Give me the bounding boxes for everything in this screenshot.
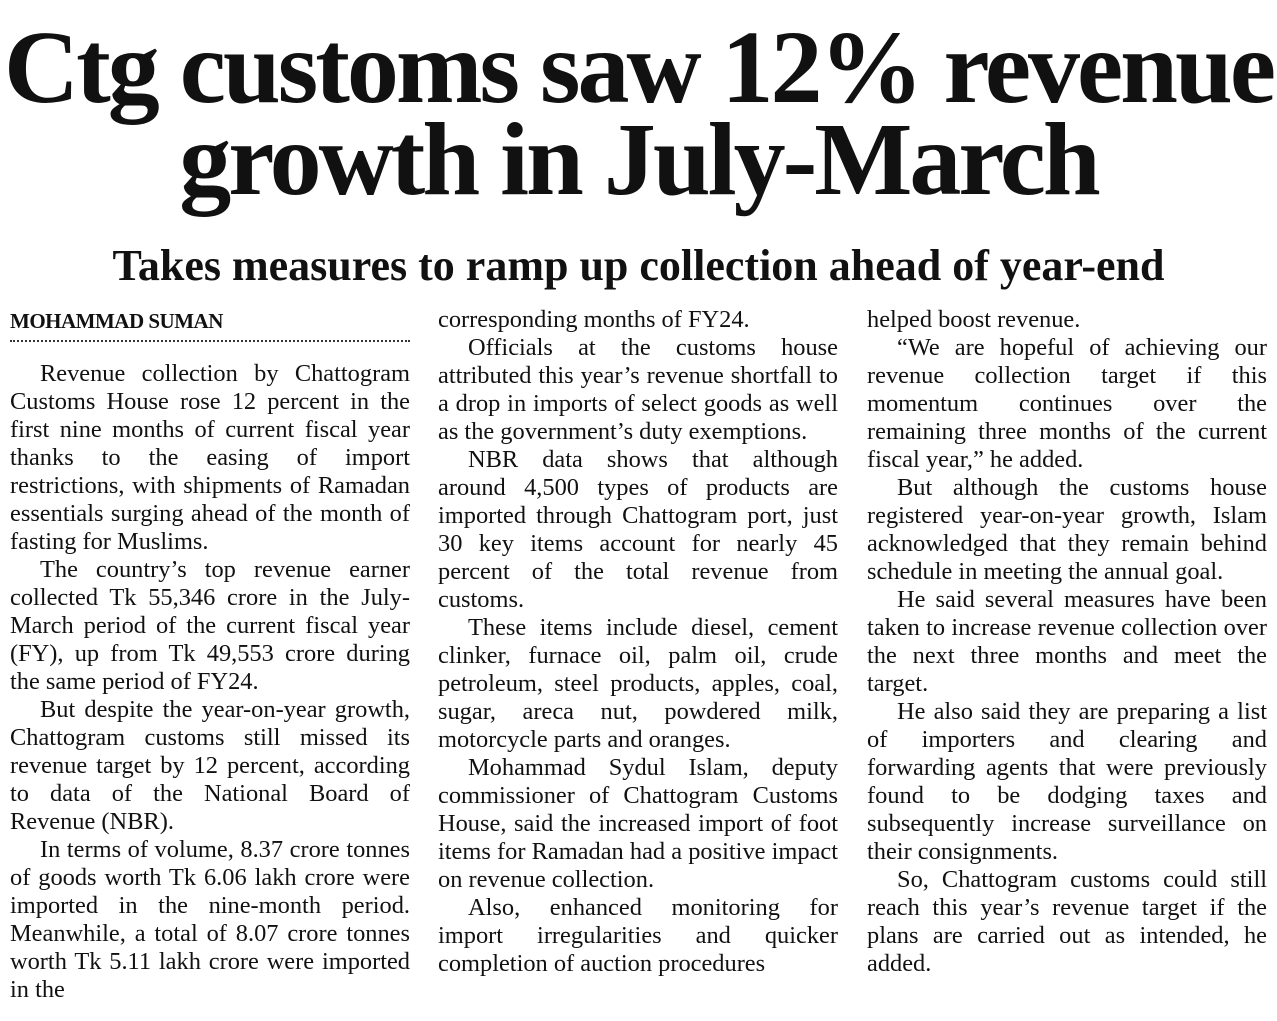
paragraph: helped boost revenue. — [867, 306, 1081, 333]
paragraph: Mohammad Sydul Islam, deputy commissione… — [438, 754, 838, 893]
paragraph: These items include diesel, cement clink… — [438, 614, 838, 753]
paragraph: NBR data shows that although around 4,50… — [438, 446, 838, 613]
paragraph: Revenue collection by Chattogram Customs… — [10, 360, 410, 555]
paragraph: But although the customs house registere… — [867, 474, 1267, 585]
paragraph: But despite the year-on-year growth, Cha… — [10, 696, 410, 835]
paragraph: corresponding months of FY24. — [438, 306, 750, 333]
headline: Ctg customs saw 12% revenue growth in Ju… — [4, 10, 1276, 217]
article-column-2: corresponding months of FY24. Officials … — [438, 306, 838, 978]
byline-divider — [10, 340, 410, 342]
paragraph: “We are hopeful of achieving our revenue… — [867, 334, 1267, 473]
paragraph: The country’s top revenue earner collect… — [10, 556, 410, 695]
paragraph: He said several measures have been taken… — [867, 586, 1267, 697]
paragraph: So, Chattogram customs could still reach… — [867, 866, 1267, 977]
article-column-1: MOHAMMAD SUMAN Revenue collection by Cha… — [10, 306, 410, 1004]
paragraph: Officials at the customs house attribute… — [438, 334, 838, 445]
subhead: Takes measures to ramp up collection ahe… — [112, 241, 1165, 290]
article-column-3: helped boost revenue. “We are hopeful of… — [867, 306, 1267, 978]
byline: MOHAMMAD SUMAN — [10, 309, 223, 333]
paragraph: He also said they are preparing a list o… — [867, 698, 1267, 865]
paragraph: In terms of volume, 8.37 crore tonnes of… — [10, 836, 410, 1003]
paragraph: Also, enhanced monitoring for import irr… — [438, 894, 838, 977]
